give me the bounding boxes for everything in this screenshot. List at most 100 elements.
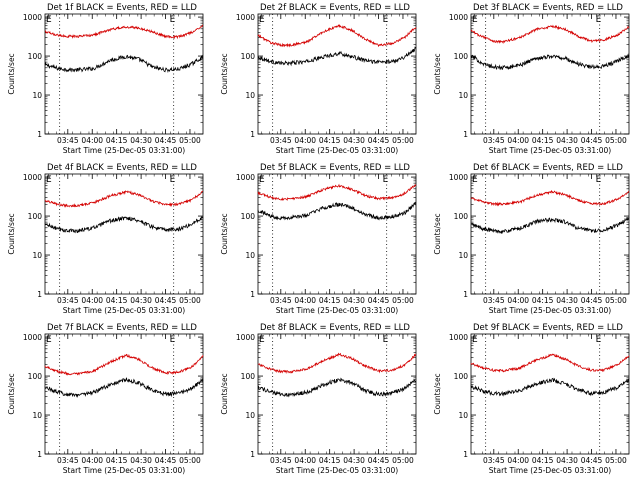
x-tick-label: 05:00 — [605, 456, 627, 465]
x-tick-label: 04:30 — [556, 136, 578, 145]
y-axis-label: Counts/sec — [433, 373, 442, 414]
y-tick-label: 1 — [250, 450, 255, 459]
y-tick-label: 1000 — [449, 173, 468, 182]
x-tick-label: 04:45 — [581, 456, 603, 465]
x-tick-label: 04:15 — [106, 456, 128, 465]
y-tick-label: 1000 — [23, 173, 42, 182]
e-marker: E — [596, 175, 602, 185]
x-tick-label: 04:00 — [81, 136, 103, 145]
y-tick-label: 100 — [28, 212, 43, 221]
e-marker: E — [383, 15, 389, 25]
y-tick-label: 100 — [454, 52, 469, 61]
lld-series-line — [257, 23, 417, 48]
x-tick-label: 04:30 — [130, 136, 152, 145]
chart-title: Det 1f BLACK = Events, RED = LLD — [47, 3, 197, 13]
x-tick-label: 04:45 — [155, 456, 177, 465]
x-tick-label: 04:15 — [319, 136, 341, 145]
chart-title: Det 8f BLACK = Events, RED = LLD — [260, 323, 410, 333]
chart-svg: Det 3f BLACK = Events, RED = LLD 1 10 100 10… — [433, 3, 630, 155]
y-tick-label: 100 — [28, 52, 43, 61]
x-tick-label: 04:15 — [319, 296, 341, 305]
e-marker: E — [472, 335, 478, 345]
plot-frame — [470, 173, 630, 295]
y-tick-label: 1000 — [449, 333, 468, 342]
x-tick-label: 04:15 — [319, 456, 341, 465]
lld-series-line — [257, 183, 417, 202]
events-series-line — [470, 377, 630, 397]
chart-panel-1: Det 1f BLACK = Events, RED = LLD 1 10 100 10… — [0, 0, 213, 160]
x-tick-label: 04:00 — [507, 136, 529, 145]
events-series-line — [470, 217, 630, 235]
y-tick-label: 1 — [37, 130, 42, 139]
y-tick-label: 10 — [458, 91, 468, 100]
y-tick-label: 1 — [463, 450, 468, 459]
lld-series-line — [44, 190, 204, 208]
x-tick-label: 04:00 — [507, 456, 529, 465]
x-tick-label: 03:45 — [57, 296, 79, 305]
x-tick-label: 04:30 — [343, 296, 365, 305]
chart-panel-3: Det 3f BLACK = Events, RED = LLD 1 10 100 10… — [426, 0, 639, 160]
plot-frame — [44, 13, 204, 135]
chart-title: Det 9f BLACK = Events, RED = LLD — [473, 323, 623, 333]
plot-frame — [257, 333, 417, 455]
x-axis-label: Start Time (25-Dec-05 03:31:00) — [276, 146, 398, 155]
x-tick-label: 04:45 — [155, 136, 177, 145]
x-tick-label: 04:15 — [532, 136, 554, 145]
y-tick-label: 100 — [28, 372, 43, 381]
e-marker: E — [383, 175, 389, 185]
x-tick-label: 04:30 — [343, 136, 365, 145]
y-tick-label: 10 — [458, 251, 468, 260]
x-axis-label: Start Time (25-Dec-05 03:31:00) — [489, 306, 611, 315]
chart-panel-7: Det 7f BLACK = Events, RED = LLD 1 10 100 10… — [0, 320, 213, 480]
y-tick-label: 1000 — [449, 13, 468, 22]
y-tick-label: 1000 — [236, 173, 255, 182]
chart-panel-4: Det 4f BLACK = Events, RED = LLD 1 10 100 10… — [0, 160, 213, 320]
x-axis-label: Start Time (25-Dec-05 03:31:00) — [63, 466, 185, 475]
events-series-line — [44, 54, 204, 74]
chart-svg: Det 8f BLACK = Events, RED = LLD 1 10 100 10… — [220, 323, 417, 475]
e-marker: E — [46, 335, 52, 345]
y-tick-label: 1000 — [236, 333, 255, 342]
chart-svg: Det 6f BLACK = Events, RED = LLD 1 10 100 10… — [433, 163, 630, 315]
x-tick-label: 04:15 — [106, 136, 128, 145]
e-marker: E — [259, 175, 265, 185]
x-tick-label: 05:00 — [605, 136, 627, 145]
plot-frame — [257, 13, 417, 135]
events-series-line — [257, 377, 417, 398]
chart-svg: Det 1f BLACK = Events, RED = LLD 1 10 100 10… — [7, 3, 204, 155]
y-axis-label: Counts/sec — [7, 53, 16, 94]
lld-series-line — [470, 353, 630, 373]
x-tick-label: 03:45 — [270, 296, 292, 305]
y-tick-label: 10 — [245, 251, 255, 260]
y-tick-label: 1 — [250, 290, 255, 299]
y-tick-label: 100 — [241, 372, 256, 381]
plot-frame — [44, 173, 204, 295]
x-tick-label: 04:45 — [581, 136, 603, 145]
y-tick-label: 1 — [250, 130, 255, 139]
chart-svg: Det 9f BLACK = Events, RED = LLD 1 10 100 10… — [433, 323, 630, 475]
x-tick-label: 04:45 — [155, 296, 177, 305]
e-marker: E — [596, 335, 602, 345]
chart-title: Det 3f BLACK = Events, RED = LLD — [473, 3, 623, 13]
y-axis-label: Counts/sec — [7, 373, 16, 414]
y-tick-label: 1000 — [236, 13, 255, 22]
lld-series-line — [44, 24, 204, 40]
y-tick-label: 1 — [463, 290, 468, 299]
y-axis-label: Counts/sec — [220, 373, 229, 414]
e-marker: E — [170, 335, 176, 345]
chart-panel-8: Det 8f BLACK = Events, RED = LLD 1 10 100 10… — [213, 320, 426, 480]
y-axis-label: Counts/sec — [220, 53, 229, 94]
y-tick-label: 10 — [245, 91, 255, 100]
x-tick-label: 05:00 — [392, 136, 414, 145]
plot-frame — [470, 333, 630, 455]
x-tick-label: 03:45 — [270, 136, 292, 145]
x-tick-label: 03:45 — [57, 136, 79, 145]
x-tick-label: 05:00 — [605, 296, 627, 305]
plot-frame — [257, 173, 417, 295]
x-tick-label: 04:30 — [130, 296, 152, 305]
x-tick-label: 03:45 — [483, 136, 505, 145]
y-axis-label: Counts/sec — [7, 213, 16, 254]
x-tick-label: 04:45 — [368, 456, 390, 465]
x-tick-label: 04:00 — [507, 296, 529, 305]
